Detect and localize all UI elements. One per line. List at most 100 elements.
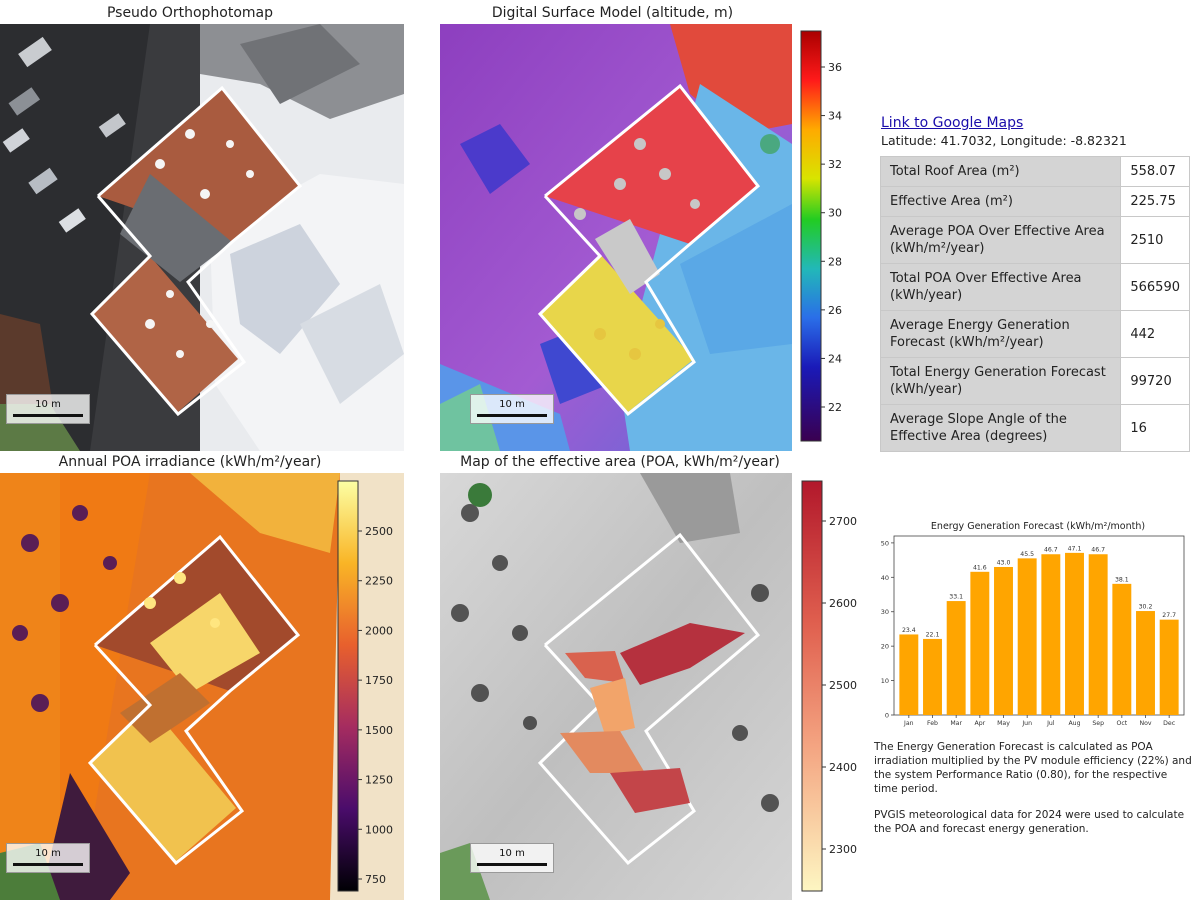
colorbar-tick-label: 2400 <box>829 761 857 774</box>
stat-value: 566590 <box>1120 263 1190 311</box>
colorbar-tick-label: 32 <box>828 158 842 171</box>
table-row: Total POA Over Effective Area (kWh/year)… <box>879 263 1190 311</box>
bar <box>923 638 942 715</box>
y-tick-label: 40 <box>881 574 889 582</box>
x-tick-label: Aug <box>1068 720 1080 727</box>
ortho-title: Pseudo Orthophotomap <box>106 5 274 21</box>
stat-label: Average Energy Generation Forecast (kWh/… <box>879 310 1122 358</box>
colorbar-tick-label: 1000 <box>365 823 393 836</box>
stat-label: Total POA Over Effective Area (kWh/year) <box>879 263 1122 311</box>
stat-label: Average Slope Angle of the Effective Are… <box>879 404 1122 452</box>
y-tick-label: 20 <box>881 643 889 651</box>
bar-value-label: 30.2 <box>1139 604 1153 611</box>
bar <box>994 566 1013 715</box>
x-tick-label: Feb <box>927 720 938 727</box>
colorbar-tick-label: 2500 <box>365 525 393 538</box>
forecast-chart: Energy Generation Forecast (kWh/m²/month… <box>881 521 1185 727</box>
forecast-note-2: PVGIS meteorological data for 2024 were … <box>874 809 1185 835</box>
stat-value: 442 <box>1120 310 1190 358</box>
table-row: Average Energy Generation Forecast (kWh/… <box>879 310 1190 358</box>
table-row: Average Slope Angle of the Effective Are… <box>879 404 1190 452</box>
forecast-note-1: The Energy Generation Forecast is calcul… <box>874 741 1192 795</box>
chart-axes: 0 10 20 30 40 50 Jan Feb Mar Apr May Jun Jul Aug Sep Oc… <box>881 535 1185 727</box>
colorbar-tick-label: 1250 <box>365 774 393 787</box>
effective-title: Map of the effective area (POA, kWh/m²/y… <box>460 454 780 470</box>
colorbar-tick-label: 1750 <box>365 674 393 687</box>
y-tick-label: 10 <box>881 677 889 685</box>
colorbar-tick-label: 28 <box>828 255 842 268</box>
stat-value: 16 <box>1120 404 1190 452</box>
stat-value: 2510 <box>1120 216 1190 264</box>
bar-value-label: 22.1 <box>926 631 940 638</box>
colorbar-tick-label: 1500 <box>365 724 393 737</box>
bar <box>1065 552 1084 715</box>
bar-value-label: 38.1 <box>1115 576 1129 583</box>
dsm-colorbar: 36 34 32 30 28 26 24 22 <box>800 30 842 442</box>
x-tick-label: Jan <box>903 720 914 727</box>
x-tick-label: Nov <box>1139 720 1151 727</box>
poa-title: Annual POA irradiance (kWh/m²/year) <box>58 454 322 470</box>
dsm-title: Digital Surface Model (altitude, m) <box>491 5 734 21</box>
bar <box>1112 583 1132 715</box>
stat-value: 558.07 <box>1120 156 1190 187</box>
chart-title: Energy Generation Forecast (kWh/m²/month… <box>931 521 1145 532</box>
table-row: Total Energy Generation Forecast (kWh/ye… <box>879 357 1190 405</box>
bar-value-label: 45.5 <box>1020 551 1034 558</box>
bar-value-label: 46.7 <box>1091 547 1105 554</box>
dsm-colorbar-ticks: 36 34 32 30 28 26 24 22 <box>821 61 842 414</box>
bar-value-label: 27.7 <box>1162 612 1176 619</box>
ortho-image <box>0 24 404 451</box>
stat-value: 225.75 <box>1120 186 1190 217</box>
google-maps-link[interactable]: Link to Google Maps <box>881 115 1024 131</box>
poa-colorbar-ticks: 2500 2250 2000 1750 1500 1250 1000 750 <box>358 525 393 886</box>
poa-scale-label: 10 m <box>35 848 61 859</box>
table-row: Effective Area (m²) 225.75 <box>879 186 1190 217</box>
bar <box>1088 554 1108 715</box>
effective-scale-bar: 10 m <box>470 843 554 873</box>
table-row: Total Roof Area (m²) 558.07 <box>879 156 1190 187</box>
x-tick-label: Dec <box>1163 720 1176 727</box>
stats-table: Total Roof Area (m²) 558.07 Effective Are… <box>879 156 1190 452</box>
effective-colorbar: 2700 2600 2500 2400 2300 <box>801 480 857 892</box>
ortho-scale-bar: 10 m <box>6 394 90 424</box>
bar <box>1041 554 1061 715</box>
bar <box>1017 558 1037 715</box>
poa-scale-bar: 10 m <box>6 843 90 873</box>
colorbar-tick-label: 2000 <box>365 624 393 637</box>
ortho-map[interactable]: 10 m <box>0 24 404 451</box>
bar-value-label: 23.4 <box>902 627 916 634</box>
coordinates-text: Latitude: 41.7032, Longitude: -8.82321 <box>881 133 1127 148</box>
effective-map[interactable]: 10 m <box>440 473 792 900</box>
bar-value-label: 43.0 <box>997 559 1011 566</box>
x-tick-label: Sep <box>1092 720 1104 727</box>
colorbar-tick-label: 750 <box>365 873 386 886</box>
stat-label: Effective Area (m²) <box>879 186 1122 217</box>
chart-bars: 23.4 22.1 33.1 41.6 43.0 45.5 46.7 47.1 46.7 38.1… <box>899 545 1179 715</box>
stat-value: 99720 <box>1120 357 1190 405</box>
dsm-image <box>440 24 792 451</box>
colorbar-tick-label: 30 <box>828 207 842 220</box>
bar <box>899 634 919 715</box>
stat-label: Average POA Over Effective Area (kWh/m²/… <box>879 216 1122 264</box>
bar <box>1136 611 1155 715</box>
colorbar-tick-label: 2500 <box>829 679 857 692</box>
bar <box>946 601 966 715</box>
dsm-map[interactable]: 10 m <box>440 24 792 451</box>
x-tick-label: Apr <box>974 720 985 727</box>
x-tick-label: May <box>997 720 1010 727</box>
colorbar-tick-label: 22 <box>828 401 842 414</box>
x-tick-label: Jul <box>1046 720 1055 727</box>
colorbar-tick-label: 2600 <box>829 597 857 610</box>
y-tick-label: 50 <box>881 539 889 547</box>
colorbar-tick-label: 34 <box>828 110 842 123</box>
y-tick-label: 0 <box>885 712 889 720</box>
x-tick-label: Jun <box>1021 720 1032 727</box>
bar-value-label: 46.7 <box>1044 547 1058 554</box>
colorbar-tick-label: 2300 <box>829 843 857 856</box>
colorbar-tick-label: 24 <box>828 352 842 365</box>
colorbar-tick-label: 2700 <box>829 515 857 528</box>
stat-label: Total Roof Area (m²) <box>879 156 1122 187</box>
effective-image <box>440 473 792 900</box>
bar-value-label: 47.1 <box>1068 545 1082 552</box>
y-tick-label: 30 <box>881 608 889 616</box>
